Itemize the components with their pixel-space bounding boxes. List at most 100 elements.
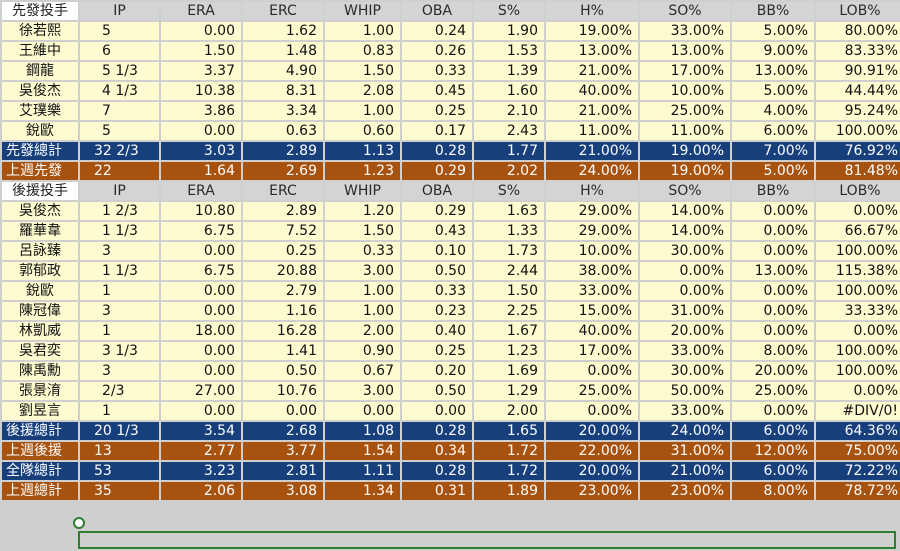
stat-cell[interactable]: 3 1/3 [80,342,159,360]
stat-cell[interactable]: 3.34 [243,102,323,120]
stat-cell[interactable]: 29.00% [546,222,638,240]
stat-cell[interactable]: 78.72% [816,482,900,500]
row-label-cell[interactable]: 上週後援 [2,442,78,460]
stat-cell[interactable]: 5 [80,122,159,140]
stat-cell[interactable]: 0.50 [243,362,323,380]
stat-cell[interactable]: 0.00% [732,202,814,220]
row-label-cell[interactable]: 全隊總計 [2,462,78,480]
stat-cell[interactable]: 0.25 [402,102,472,120]
stat-cell[interactable]: 8.31 [243,82,323,100]
stat-cell[interactable]: 0.00% [732,282,814,300]
row-label-cell[interactable]: 鋼龍 [2,62,78,80]
stat-cell[interactable]: 3.77 [243,442,323,460]
stat-cell[interactable]: 1.89 [474,482,544,500]
stat-cell[interactable]: 20.00% [546,462,638,480]
row-label-cell[interactable]: 劉昱言 [2,402,78,420]
stat-cell[interactable]: 18.00 [161,322,241,340]
stat-cell[interactable]: 8.00% [732,342,814,360]
stat-cell[interactable]: 1.62 [243,22,323,40]
stat-cell[interactable]: 24.00% [546,162,638,180]
stat-cell[interactable]: 100.00% [816,282,900,300]
stat-cell[interactable]: 0.00 [161,342,241,360]
stat-cell[interactable]: 3 [80,302,159,320]
stat-cell[interactable]: 50.00% [640,382,730,400]
stat-cell[interactable]: 1 1/3 [80,262,159,280]
stat-cell[interactable]: 2.81 [243,462,323,480]
stat-cell[interactable]: 40.00% [546,82,638,100]
stat-cell[interactable]: 0.00 [243,402,323,420]
stat-cell[interactable]: 7 [80,102,159,120]
stat-cell[interactable]: 6.75 [161,222,241,240]
stat-cell[interactable]: 30.00% [640,362,730,380]
stat-cell[interactable]: 0.00 [161,122,241,140]
stat-cell[interactable]: 21.00% [546,142,638,160]
stat-cell[interactable]: 115.38% [816,262,900,280]
stat-cell[interactable]: 1.00 [325,282,400,300]
stat-cell[interactable]: 0.43 [402,222,472,240]
column-header-cell[interactable]: 後援投手 [2,182,78,200]
column-header-cell[interactable]: 先發投手 [2,2,78,20]
stat-cell[interactable]: #DIV/0! [816,402,900,420]
column-header-cell[interactable]: OBA [402,182,472,200]
stat-cell[interactable]: 1.23 [325,162,400,180]
stat-cell[interactable]: 5.00% [732,82,814,100]
stat-cell[interactable]: 1.00 [325,22,400,40]
stat-cell[interactable]: 1.48 [243,42,323,60]
stat-cell[interactable]: 6 [80,42,159,60]
stat-cell[interactable]: 0.28 [402,422,472,440]
stat-cell[interactable]: 72.22% [816,462,900,480]
row-label-cell[interactable]: 上週總計 [2,482,78,500]
stat-cell[interactable]: 33.00% [546,282,638,300]
stat-cell[interactable]: 2.00 [474,402,544,420]
stat-cell[interactable]: 2.77 [161,442,241,460]
stat-cell[interactable]: 2.00 [325,322,400,340]
stat-cell[interactable]: 81.48% [816,162,900,180]
column-header-cell[interactable]: ERA [161,2,241,20]
stat-cell[interactable]: 3 [80,362,159,380]
stat-cell[interactable]: 1.13 [325,142,400,160]
stat-cell[interactable]: 16.28 [243,322,323,340]
row-label-cell[interactable]: 先發總計 [2,142,78,160]
stat-cell[interactable]: 1.53 [474,42,544,60]
stat-cell[interactable]: 22 [80,162,159,180]
stat-cell[interactable]: 0.63 [243,122,323,140]
stat-cell[interactable]: 0.25 [402,342,472,360]
stat-cell[interactable]: 38.00% [546,262,638,280]
stat-cell[interactable]: 3.00 [325,382,400,400]
stat-cell[interactable]: 0.28 [402,462,472,480]
stat-cell[interactable]: 23.00% [546,482,638,500]
stat-cell[interactable]: 21.00% [546,102,638,120]
stat-cell[interactable]: 0.29 [402,202,472,220]
stat-cell[interactable]: 13.00% [732,262,814,280]
stat-cell[interactable]: 100.00% [816,342,900,360]
stat-cell[interactable]: 0.50 [402,382,472,400]
stat-cell[interactable]: 1.63 [474,202,544,220]
stat-cell[interactable]: 10.00% [546,242,638,260]
stat-cell[interactable]: 12.00% [732,442,814,460]
column-header-cell[interactable]: BB% [732,182,814,200]
stat-cell[interactable]: 0.33 [402,62,472,80]
stat-cell[interactable]: 1.90 [474,22,544,40]
stat-cell[interactable]: 3 [80,242,159,260]
stat-cell[interactable]: 1.65 [474,422,544,440]
stat-cell[interactable]: 1.00 [325,302,400,320]
stat-cell[interactable]: 15.00% [546,302,638,320]
stat-cell[interactable]: 0.34 [402,442,472,460]
column-header-cell[interactable]: SO% [640,182,730,200]
column-header-cell[interactable]: H% [546,182,638,200]
stat-cell[interactable]: 19.00% [640,142,730,160]
stat-cell[interactable]: 95.24% [816,102,900,120]
stat-cell[interactable]: 1.41 [243,342,323,360]
stat-cell[interactable]: 2.06 [161,482,241,500]
row-label-cell[interactable]: 陳禹勳 [2,362,78,380]
stat-cell[interactable]: 1.72 [474,462,544,480]
stat-cell[interactable]: 1.29 [474,382,544,400]
stat-cell[interactable]: 11.00% [546,122,638,140]
column-header-cell[interactable]: OBA [402,2,472,20]
stat-cell[interactable]: 33.00% [640,22,730,40]
stat-cell[interactable]: 31.00% [640,302,730,320]
column-header-cell[interactable]: BB% [732,2,814,20]
stat-cell[interactable]: 24.00% [640,422,730,440]
stat-cell[interactable]: 0.00 [161,282,241,300]
stat-cell[interactable]: 2.68 [243,422,323,440]
